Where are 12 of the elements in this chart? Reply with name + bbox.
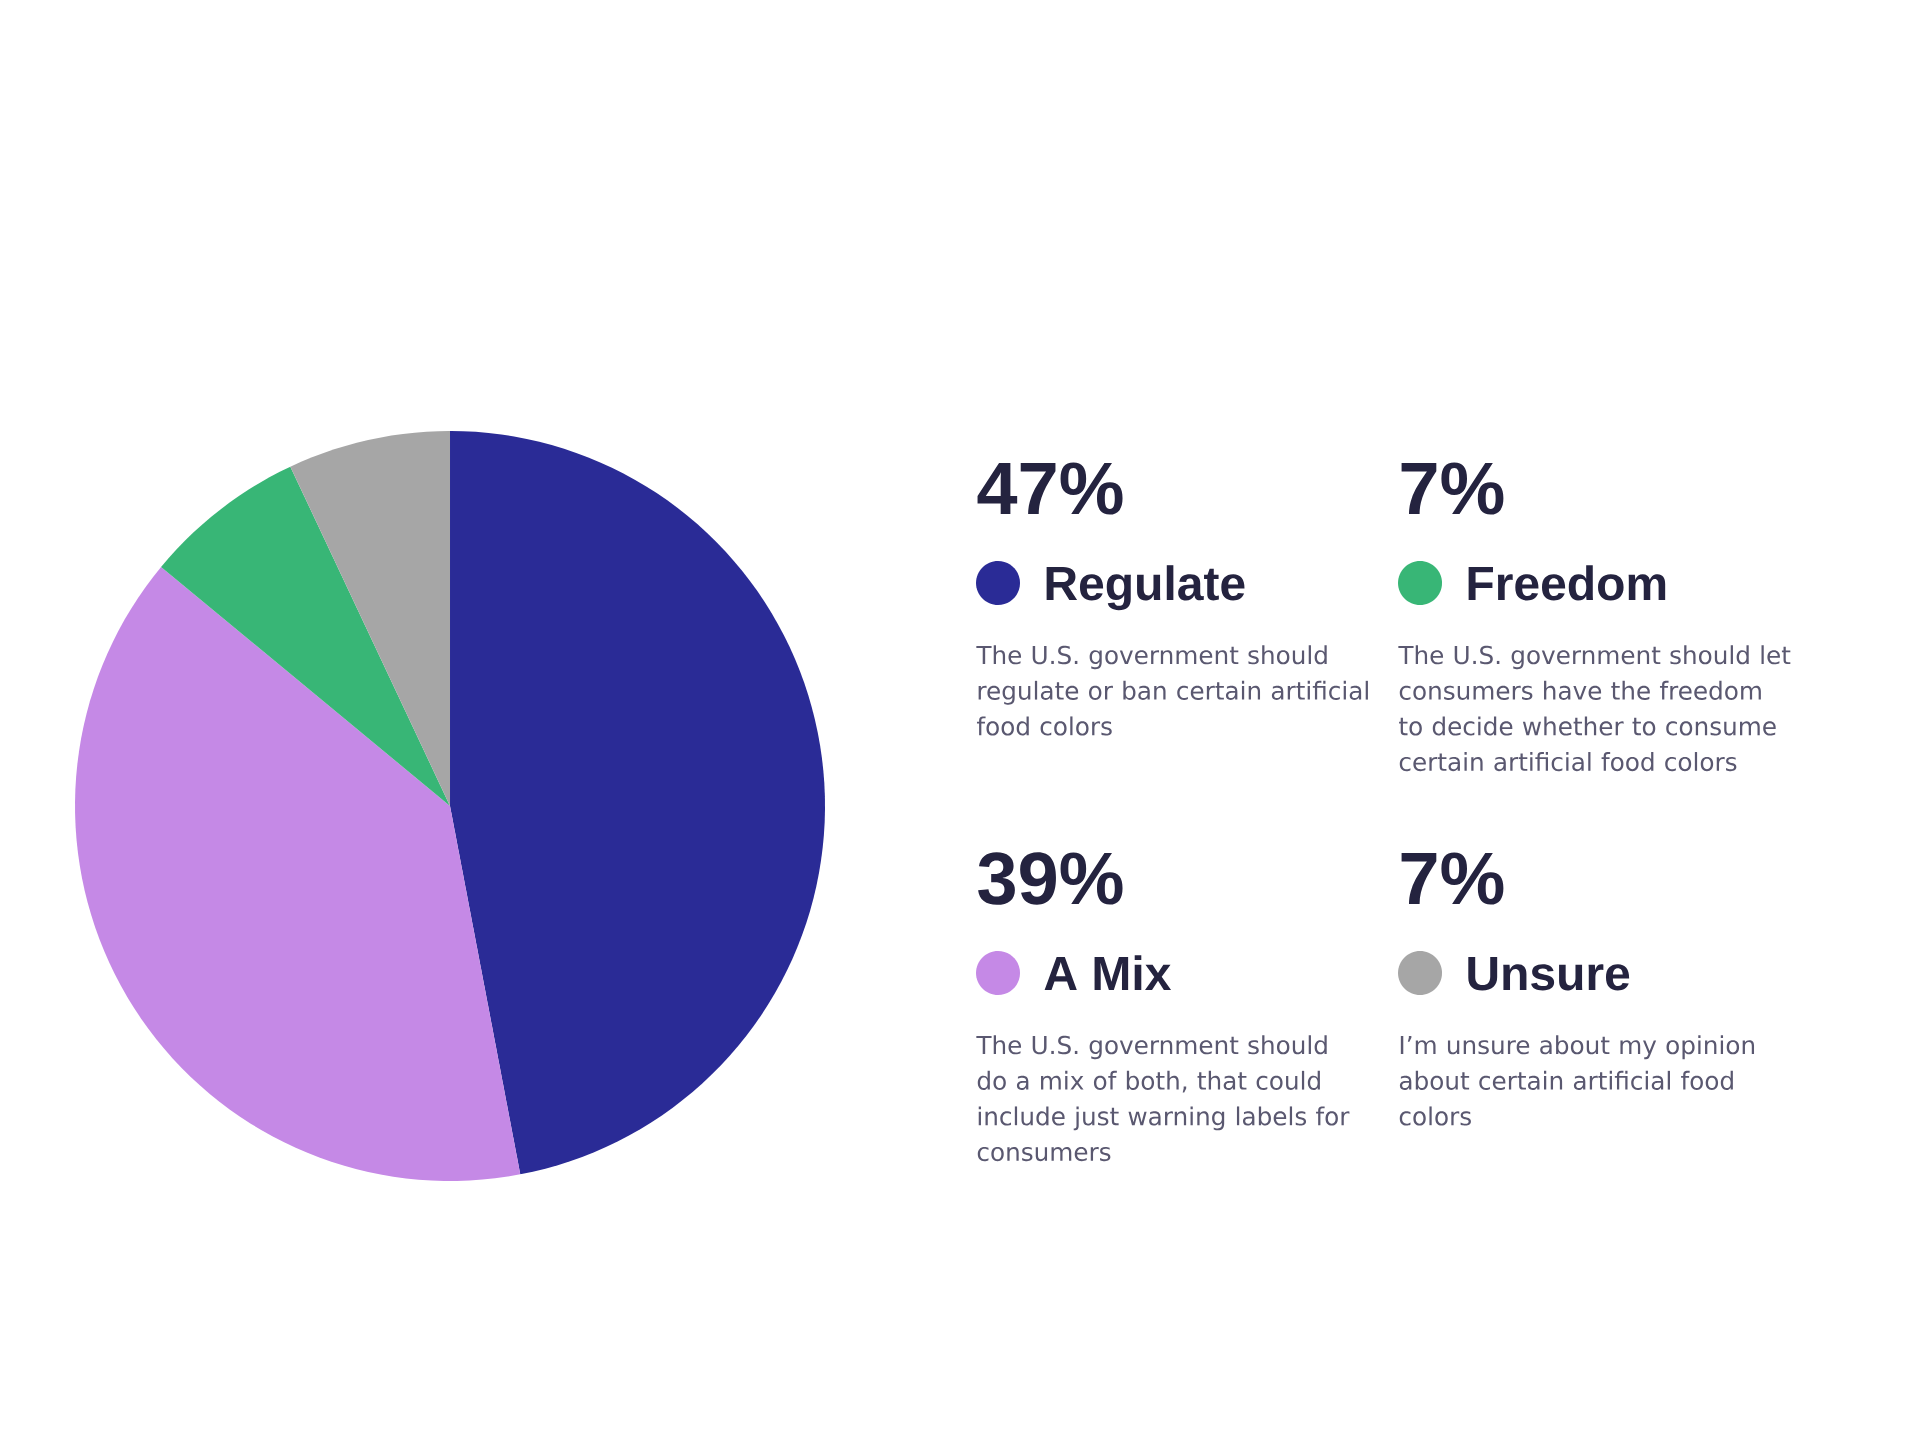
text: The U.S. government should do a mix of both, that could include just warning labels for consumers [976, 1035, 1350, 1162]
legend-label: Regulate [1046, 565, 1245, 611]
text: I’m unsure about my opinion about certain artificial food colors [1399, 1035, 1755, 1126]
data-label: 39% [978, 852, 1123, 905]
legend-label: Freedom [1468, 565, 1666, 601]
legend-label: A Mix [1044, 955, 1172, 990]
data-label: 7% [1401, 462, 1504, 515]
data-label: 47% [977, 462, 1123, 515]
text: The U.S. government should let consumers have the freedom to decide whether to consume certain artificial food colors [1398, 645, 1791, 772]
text: The U.S. government should regulate or ban certain artificial food colors [976, 645, 1368, 736]
legend-label: Unsure [1468, 956, 1630, 991]
data-label: 7% [1401, 852, 1504, 905]
